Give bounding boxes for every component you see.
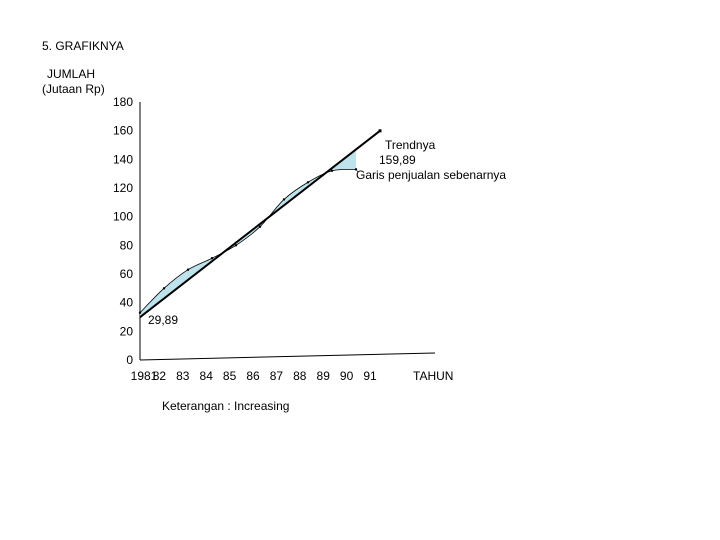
x-tick-label: 91 <box>363 369 377 383</box>
trend-end-marker <box>378 129 382 133</box>
actual-point <box>186 268 190 271</box>
actual-point <box>234 244 238 247</box>
x-tick-label: 87 <box>270 369 284 383</box>
y-tick-label: 140 <box>113 152 133 166</box>
actual-label-leader <box>355 169 359 173</box>
y-tick-label: 0 <box>126 353 133 367</box>
legend-note: Keterangan : Increasing <box>162 399 290 413</box>
x-axis-title: TAHUN <box>413 369 453 383</box>
y-axis-unit: (Jutaan Rp) <box>42 82 105 96</box>
actual-point <box>258 225 262 228</box>
actual-point <box>210 257 214 260</box>
actual-sales-line <box>139 168 357 313</box>
trend-start-value: 29,89 <box>148 313 178 327</box>
x-tick-label: 88 <box>293 369 307 383</box>
actual-point <box>138 311 142 314</box>
actual-point <box>306 181 310 184</box>
actual-series-label: Garis penjualan sebenarnya <box>356 168 506 182</box>
trend-series-label: Trendnya <box>385 138 436 152</box>
y-tick-label: 40 <box>120 296 134 310</box>
y-tick-label: 20 <box>120 324 134 338</box>
x-axis-line <box>139 352 436 361</box>
page-heading: 5. GRAFIKNYA <box>42 39 124 53</box>
y-tick-label: 120 <box>113 181 133 195</box>
trend-end-value: 159,89 <box>379 153 416 167</box>
series-lines <box>138 129 382 318</box>
trend-line <box>139 130 381 318</box>
x-tick-label: 90 <box>340 369 354 383</box>
x-tick-label: 85 <box>223 369 237 383</box>
x-tick-label: 84 <box>200 369 214 383</box>
y-tick-label: 80 <box>120 238 134 252</box>
y-tick-label: 100 <box>113 210 133 224</box>
actual-point <box>162 287 166 290</box>
y-tick-label: 180 <box>113 95 133 109</box>
y-axis-title: JUMLAH <box>47 67 96 81</box>
x-tick-label: 82 <box>153 369 167 383</box>
x-tick-label: 1981 <box>131 369 158 383</box>
y-tick-label: 60 <box>120 267 134 281</box>
x-tick-label: 86 <box>246 369 260 383</box>
x-tick-label: 89 <box>317 369 331 383</box>
y-tick-label: 160 <box>113 124 133 138</box>
x-tick-label: 83 <box>176 369 190 383</box>
actual-point <box>330 169 334 172</box>
actual-point <box>282 198 286 201</box>
